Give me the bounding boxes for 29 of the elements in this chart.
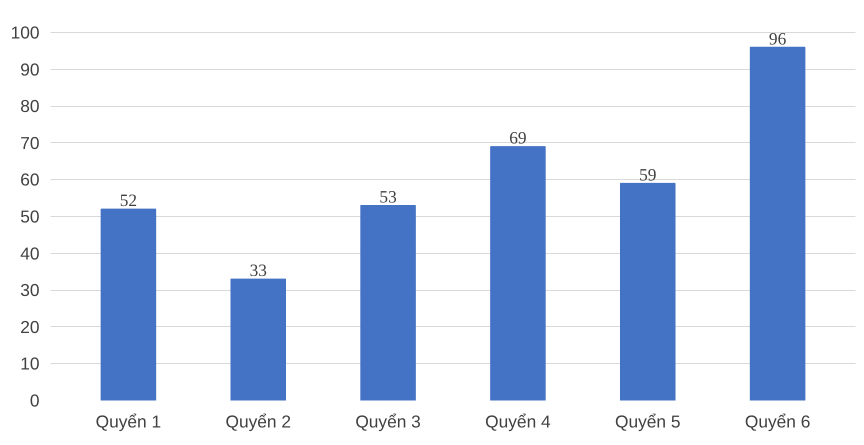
x-tick-label: Quyển 3 [355, 412, 421, 432]
data-label: 52 [120, 191, 138, 210]
x-tick-label: Quyển 4 [485, 412, 552, 432]
data-label: 33 [250, 261, 267, 280]
y-tick-label: 70 [20, 132, 40, 153]
data-label: 53 [379, 188, 397, 206]
y-tick-label: 100 [10, 22, 40, 43]
bar [360, 205, 416, 400]
y-tick-label: 10 [20, 354, 40, 374]
y-tick-label: 20 [20, 316, 40, 337]
data-label: 96 [768, 29, 787, 48]
bar [100, 208, 156, 400]
y-tick-label: 50 [20, 206, 40, 227]
y-tick-label: 30 [20, 280, 40, 300]
data-label: 59 [639, 165, 656, 184]
y-tick-label: 40 [20, 243, 40, 264]
y-tick-label: 80 [20, 96, 40, 116]
y-tick-label: 60 [20, 170, 40, 190]
bar [230, 278, 286, 400]
x-tick-label: Quyển 2 [225, 412, 292, 432]
x-tick-label: Quyển 1 [96, 412, 162, 432]
x-tick-label: Quyển 6 [744, 412, 810, 432]
bar [750, 46, 806, 400]
x-tick-label: Quyển 5 [615, 412, 681, 432]
data-label: 69 [509, 128, 527, 148]
bar [620, 182, 676, 400]
y-tick-label: 90 [20, 59, 40, 80]
bar [490, 146, 546, 400]
y-tick-label: 0 [30, 390, 40, 410]
